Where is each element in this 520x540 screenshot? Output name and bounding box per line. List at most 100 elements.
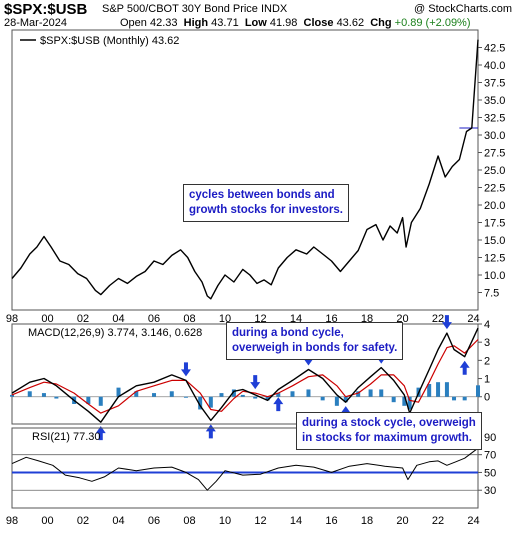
x-tick-label: 02 [77, 515, 89, 527]
x-tick-label: 24 [467, 515, 479, 527]
price-ytick-label: 10.0 [484, 270, 505, 282]
macd-histogram-bar [356, 391, 361, 397]
macd-histogram-bar [320, 396, 325, 401]
x-tick-label: 06 [148, 515, 160, 527]
macd-histogram-bar [265, 396, 270, 401]
open-value: 42.33 [149, 17, 178, 29]
macd-ytick-label: 0 [484, 392, 490, 404]
rsi-line [11, 447, 479, 491]
date-label: 28-Mar-2024 [4, 17, 67, 29]
close-value: 43.62 [336, 17, 365, 29]
price-ytick-label: 20.0 [484, 200, 505, 212]
annotation-stock-cycle: during a stock cycle, overweigh in stock… [296, 412, 482, 450]
macd-histogram-bar [391, 396, 396, 403]
chart-header: $SPX:$USB S&P 500/CBOT 30Y Bond Price IN… [0, 0, 520, 30]
x-tick-label: 08 [183, 313, 195, 325]
x-tick-label: 24 [467, 313, 479, 325]
macd-histogram-bar [98, 396, 103, 406]
price-ytick-label: 37.5 [484, 78, 505, 90]
x-tick-label: 08 [183, 515, 195, 527]
macd-histogram-bar [41, 393, 46, 397]
price-ytick-label: 22.5 [484, 183, 505, 195]
macd-histogram-bar [10, 394, 14, 397]
macd-histogram-bar [452, 396, 457, 401]
x-tick-label: 20 [396, 515, 408, 527]
price-series-line [11, 39, 479, 300]
x-tick-label: 18 [361, 515, 373, 527]
price-ytick-label: 30.0 [484, 130, 505, 142]
rsi-ytick-label: 30 [484, 485, 496, 497]
annotation-stock-cycle-text: during a stock cycle, overweigh in stock… [302, 417, 476, 444]
price-ytick-label: 32.5 [484, 113, 505, 125]
price-ytick-label: 35.0 [484, 95, 505, 107]
annotation-bond-cycle: during a bond cycle, overweigh in bonds … [226, 322, 404, 360]
macd-histogram-bar [436, 382, 441, 397]
macd-histogram-bar [368, 389, 373, 397]
high-label: High [183, 17, 209, 29]
x-tick-label: 00 [41, 313, 53, 325]
macd-ytick-label: 4 [484, 319, 490, 331]
macd-histogram-bar [152, 393, 157, 397]
macd-histogram-bar [116, 387, 121, 397]
macd-histogram-bar [183, 396, 188, 398]
macd-histogram-bar [231, 389, 236, 397]
rsi-ytick-label: 50 [484, 467, 496, 479]
x-tick-label: 98 [6, 515, 18, 527]
price-ytick-label: 25.0 [484, 165, 505, 177]
rsi-ytick-label: 70 [484, 450, 496, 462]
macd-histogram-bar [208, 396, 213, 408]
annotation-main: cycles between bonds and growth stocks f… [183, 184, 350, 222]
macd-histogram-bar [462, 396, 467, 401]
macd-histogram-bar [402, 396, 407, 406]
macd-line [11, 327, 479, 423]
open-label: Open [120, 17, 147, 29]
buy-arrow-up [95, 426, 106, 441]
macd-histogram-bar [27, 391, 32, 397]
macd-histogram-bar [407, 396, 412, 410]
macd-histogram-bar [343, 396, 348, 403]
symbol-description: S&P 500/CBOT 30Y Bond Price INDX [102, 3, 288, 15]
low-label: Low [244, 17, 267, 29]
price-ytick-label: 15.0 [484, 235, 505, 247]
annotation-main-text: cycles between bonds and growth stocks f… [189, 189, 344, 216]
macd-histogram-bar [427, 384, 432, 397]
x-tick-label: 12 [254, 515, 266, 527]
macd-ytick-label: 3 [484, 337, 490, 349]
rsi-panel-frame [11, 427, 479, 509]
sell-arrow-down [441, 315, 452, 330]
ohlc-readout: Open 42.33 High 43.71 Low 41.98 Close 43… [120, 17, 471, 29]
macd-histogram-bar [476, 385, 480, 397]
x-tick-label: 10 [219, 515, 231, 527]
x-tick-label: 98 [6, 313, 18, 325]
price-panel-frame [11, 29, 479, 311]
macd-histogram-bar [54, 396, 59, 399]
macd-histogram-bar [334, 396, 339, 406]
x-tick-label: 02 [77, 313, 89, 325]
buy-arrow-up [205, 424, 216, 439]
price-ytick-label: 17.5 [484, 218, 505, 230]
macd-histogram-bar [444, 382, 449, 397]
chg-label: Chg [370, 17, 392, 29]
price-ytick-label: 40.0 [484, 60, 505, 72]
macd-ytick-label: 2 [484, 355, 490, 367]
chg-value: +0.89 (+2.09%) [394, 17, 471, 29]
price-ytick-label: 27.5 [484, 148, 505, 160]
price-ytick-label: 12.5 [484, 253, 505, 265]
price-ytick-label: 7.5 [484, 288, 499, 300]
brand-label[interactable]: @ StockCharts.com [414, 3, 512, 15]
close-label: Close [303, 17, 334, 29]
sell-arrow-down [250, 375, 261, 390]
x-tick-label: 04 [112, 313, 124, 325]
price-legend-label: $SPX:$USB (Monthly) 43.62 [40, 35, 179, 47]
buy-arrow-up [459, 360, 470, 375]
x-tick-label: 00 [41, 515, 53, 527]
macd-histogram-bar [198, 396, 203, 410]
sell-arrow-down [180, 362, 191, 377]
x-tick-label: 06 [148, 313, 160, 325]
macd-histogram-bar [86, 396, 91, 404]
x-tick-label: 04 [112, 515, 124, 527]
rsi-ytick-label: 90 [484, 432, 496, 444]
macd-histogram-bar [276, 393, 281, 397]
macd-ytick-label: 1 [484, 374, 490, 386]
